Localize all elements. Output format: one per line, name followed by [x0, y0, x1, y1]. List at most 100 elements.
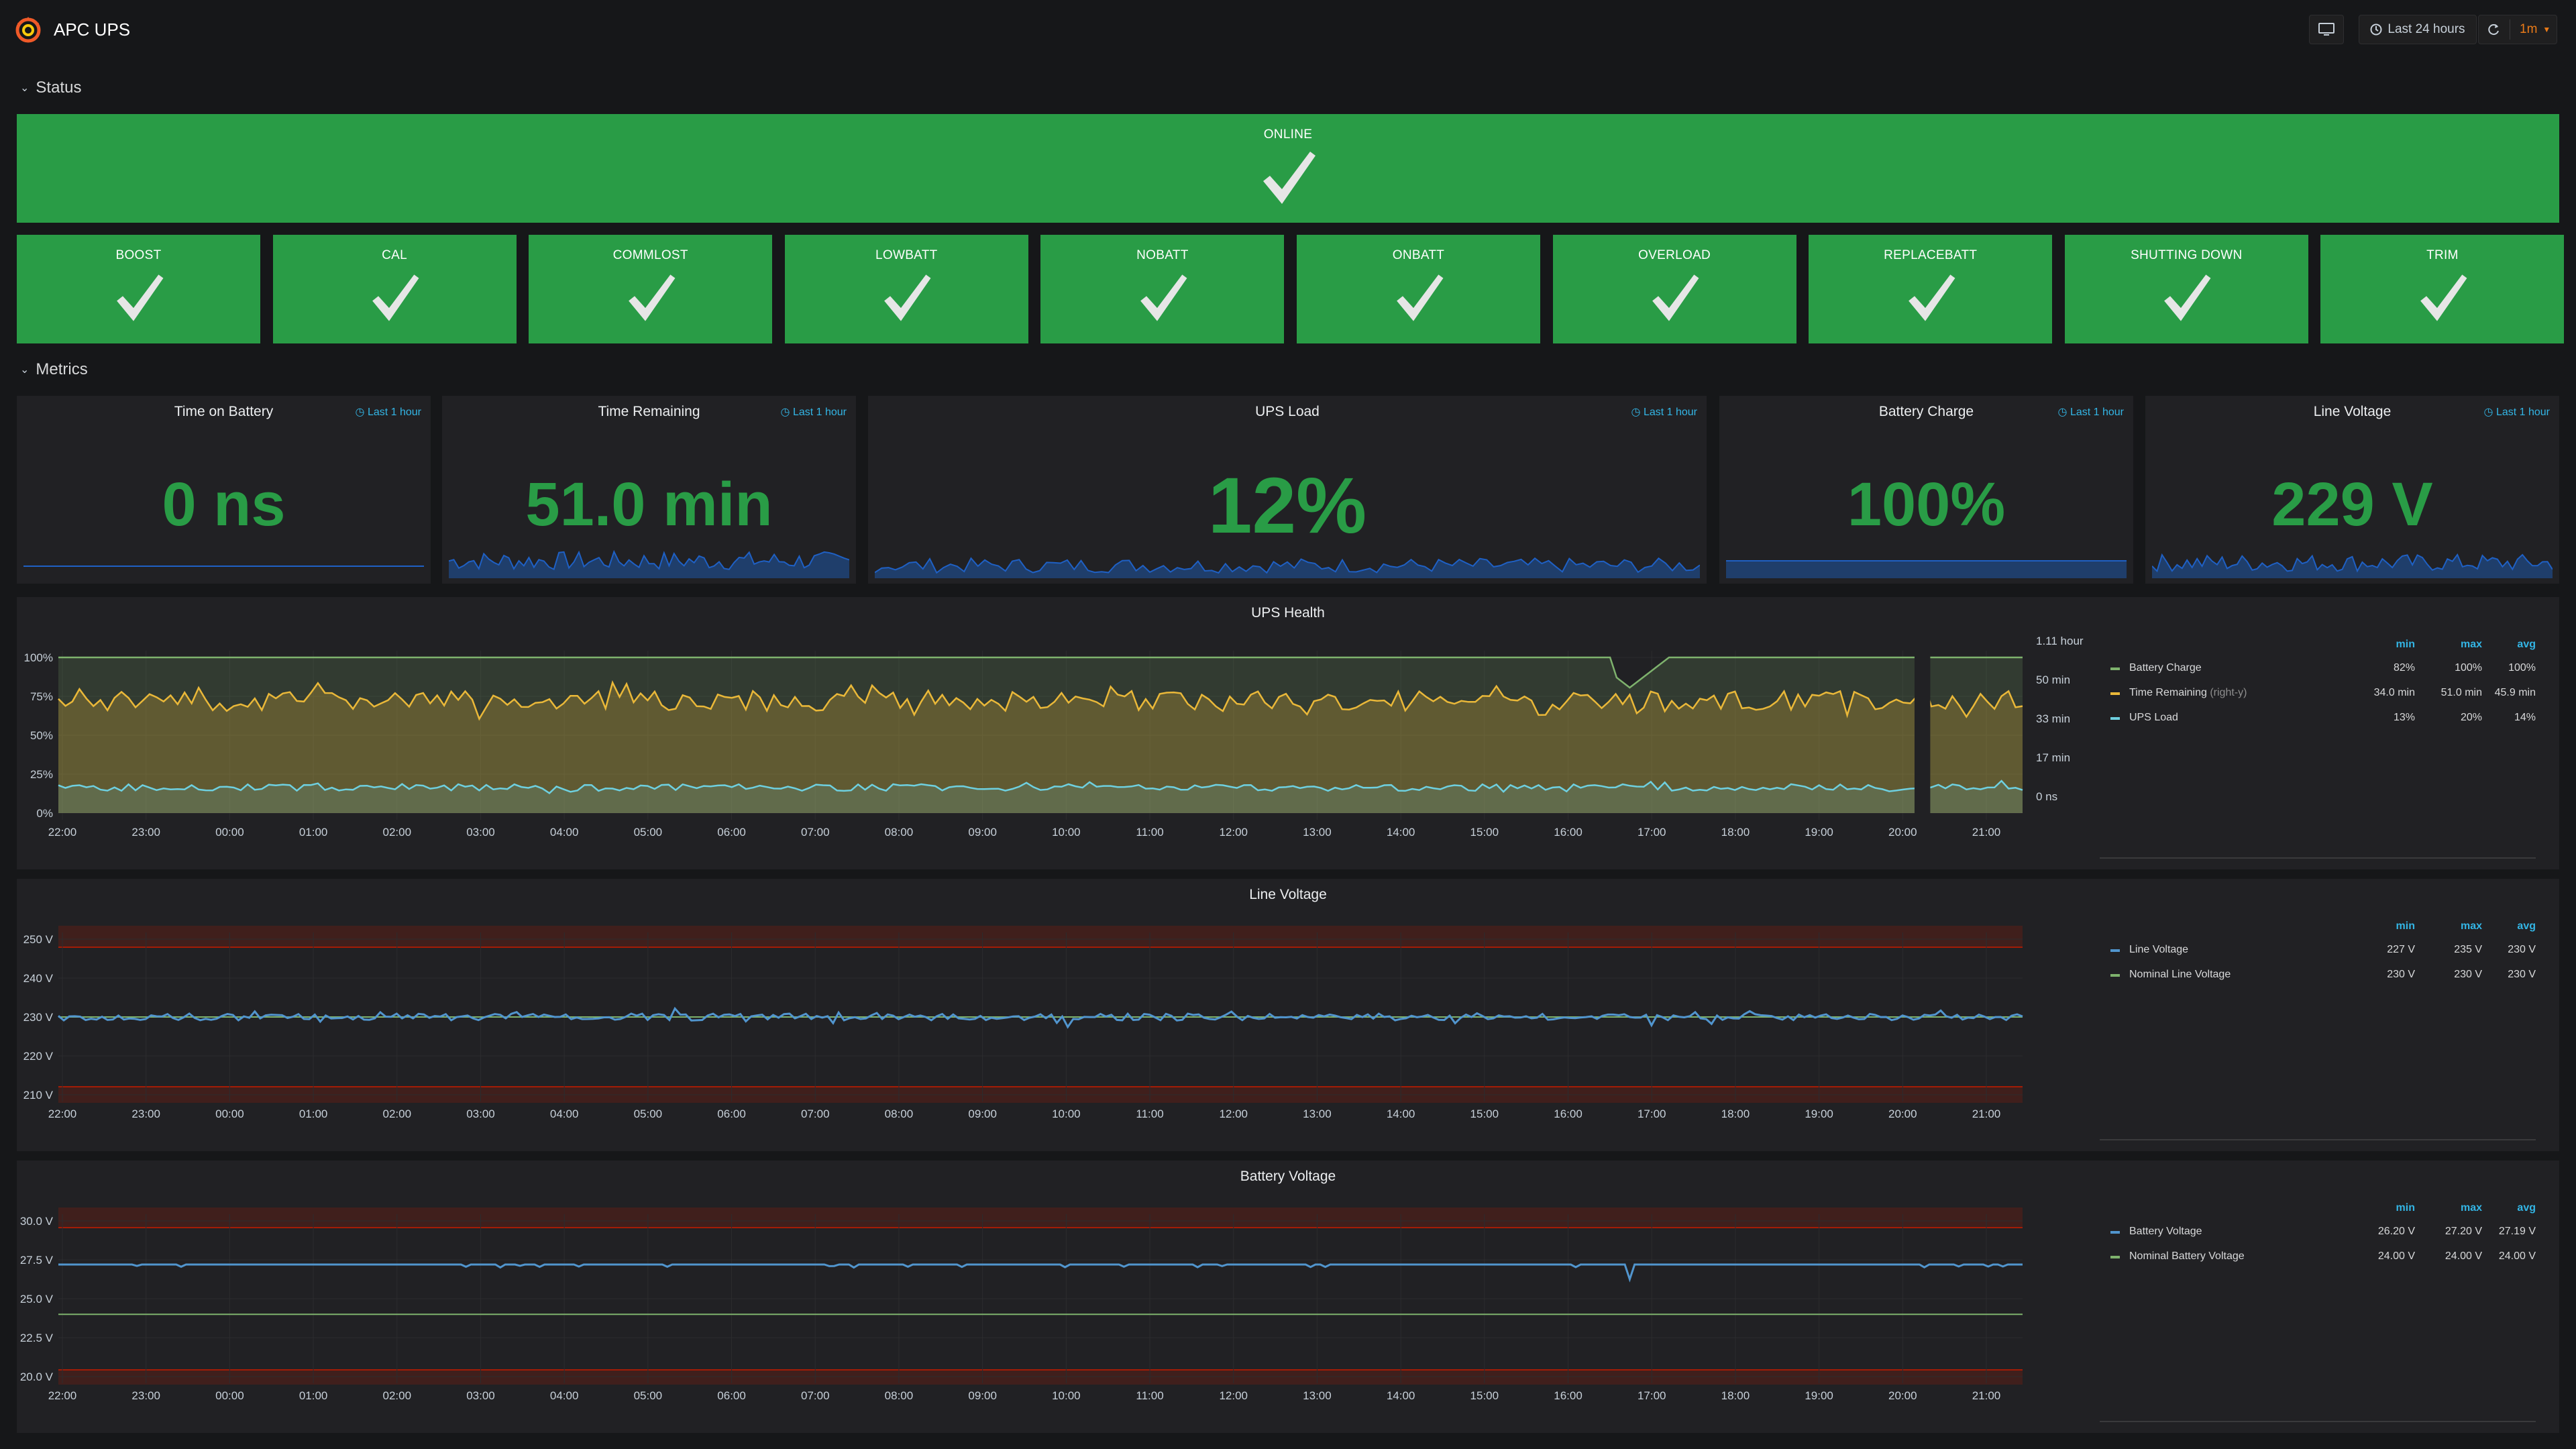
status-flag-boost[interactable]: BOOST [17, 235, 260, 343]
status-flag-overload[interactable]: OVERLOAD [1552, 235, 1796, 343]
check-icon [884, 274, 931, 321]
status-flag-nobatt[interactable]: NOBATT [1040, 235, 1285, 343]
x-tick-label: 12:00 [1219, 826, 1248, 839]
series-name: Nominal Line Voltage [2129, 969, 2231, 980]
graph-battery-voltage[interactable]: Battery Voltage 22:00 23:00 00:00 01:00 02:0… [17, 1161, 2559, 1433]
clock-icon: ◷ [1631, 407, 1644, 418]
legend-item-nominal-battery-voltage[interactable]: Nominal Battery Voltage 24.00 V 24.00 V … [2100, 1244, 2536, 1269]
x-tick-label: 12:00 [1219, 1108, 1248, 1120]
chevron-down-icon: ⌄ [20, 83, 30, 94]
y-tick-label: 0% [36, 807, 53, 820]
battery-voltage-legend: min max avg Battery Voltage 26.20 V 27.2… [2100, 1202, 2536, 1424]
ups-health-chart: 22:00 23:00 00:00 01:00 02:00 03:00 04:00 05:00… [24, 635, 2084, 839]
x-tick-label: 00:00 [215, 1108, 244, 1120]
legend-item-nominal-line-voltage[interactable]: Nominal Line Voltage 230 V 230 V 230 V [2100, 963, 2536, 987]
status-flag-onbatt[interactable]: ONBATT [1297, 235, 1540, 343]
panel-time-info: ◷ Last 1 hour [780, 407, 847, 418]
battery-charge-area [58, 657, 2023, 813]
tv-mode-button[interactable] [2309, 15, 2344, 44]
check-icon [628, 274, 676, 321]
x-tick-label: 11:00 [1136, 1389, 1163, 1402]
y-right-tick-label: 0 ns [2036, 790, 2057, 803]
x-tick-label: 21:00 [1972, 1108, 2001, 1120]
row-status-title: Status [36, 78, 82, 97]
series-avg: 230 V [2508, 944, 2536, 955]
status-flag-lowbatt[interactable]: LOWBATT [784, 235, 1028, 343]
dashboard-title[interactable]: APC UPS [54, 19, 131, 40]
threshold-band-high [58, 926, 2023, 947]
status-flag-label: LOWBATT [875, 248, 938, 262]
legend-item-battery-voltage[interactable]: Battery Voltage 26.20 V 27.20 V 27.19 V [2100, 1220, 2536, 1244]
y-tick-label: 25.0 V [20, 1293, 54, 1305]
x-tick-label: 10:00 [1052, 826, 1081, 839]
legend-item-line-voltage[interactable]: Line Voltage 227 V 235 V 230 V [2100, 938, 2536, 962]
clock-icon: ◷ [780, 407, 793, 418]
y-tick-label: 100% [24, 651, 53, 664]
line-voltage-line [58, 1006, 2023, 1029]
legend-item-ups-load[interactable]: UPS Load 13% 20% 14% [2100, 706, 2536, 730]
panel-title: UPS Load [1255, 404, 1320, 419]
singlestat-value: 51.0 min [525, 470, 773, 539]
y-right-tick-label: 17 min [2036, 751, 2070, 764]
status-flag-commlost[interactable]: COMMLOST [529, 235, 773, 343]
series-min: 34.0 min [2373, 687, 2415, 698]
series-max: 27.20 V [2445, 1226, 2482, 1237]
legend-item-battery-charge[interactable]: Battery Charge 82% 100% 100% [2100, 656, 2536, 680]
status-flag-cal[interactable]: CAL [272, 235, 517, 343]
series-avg: 100% [2508, 662, 2536, 674]
grafana-logo-icon[interactable] [13, 15, 43, 44]
row-status-toggle[interactable]: ⌄ Status [20, 78, 81, 97]
x-tick-label: 01:00 [299, 1389, 328, 1402]
ups-health-legend: min max avg Battery Charge 82% 100% 100%… [2100, 639, 2536, 860]
refresh-picker-button[interactable]: 1m ▼ [2478, 15, 2557, 44]
time-picker-button[interactable]: Last 24 hours [2359, 15, 2477, 44]
legend-header-max: max [2460, 920, 2482, 932]
x-tick-label: 20:00 [1888, 1389, 1917, 1402]
x-tick-label: 23:00 [131, 826, 160, 839]
y-tick-label: 22.5 V [20, 1332, 54, 1344]
x-tick-label: 05:00 [634, 1108, 663, 1120]
status-flag-trim[interactable]: TRIM [2320, 235, 2565, 343]
y-tick-label: 27.5 V [20, 1254, 54, 1267]
series-name: Nominal Battery Voltage [2129, 1250, 2245, 1262]
caret-down-icon: ▼ [2542, 25, 2551, 34]
check-icon [372, 274, 419, 321]
series-avg: 230 V [2508, 969, 2536, 980]
series-swatch [2110, 949, 2120, 952]
check-icon [1396, 274, 1443, 321]
y-right-tick-label: 1.11 hour [2036, 635, 2084, 647]
status-flag-shutting-down[interactable]: SHUTTING DOWN [2064, 235, 2308, 343]
singlestat-line-voltage[interactable]: Line Voltage ◷ Last 1 hour 229 V [2145, 396, 2559, 584]
status-online-panel[interactable]: ONLINE [17, 114, 2559, 223]
x-tick-label: 16:00 [1554, 1108, 1582, 1120]
x-tick-label: 03:00 [466, 1389, 495, 1402]
singlestat-time-remaining[interactable]: Time Remaining ◷ Last 1 hour 51.0 min [442, 396, 856, 584]
graph-line-voltage[interactable]: Line Voltage 22:00 23:00 00:00 01:00 02:00 03… [17, 879, 2559, 1151]
singlestat-value: 100% [1847, 470, 2006, 539]
x-tick-label: 21:00 [1972, 1389, 2001, 1402]
status-flag-replacebatt[interactable]: REPLACEBATT [1809, 235, 2053, 343]
x-tick-label: 09:00 [968, 1108, 997, 1120]
legend-header-max: max [2460, 639, 2482, 650]
y-tick-label: 30.0 V [20, 1215, 54, 1228]
battery-voltage-chart: 22:00 23:00 00:00 01:00 02:00 03:00 04:00 05:00… [20, 1208, 2023, 1402]
x-tick-label: 22:00 [48, 1108, 77, 1120]
series-avg: 27.19 V [2498, 1226, 2536, 1237]
legend-header-avg: avg [2517, 920, 2536, 932]
x-tick-label: 13:00 [1303, 1389, 1332, 1402]
legend-scroll-line [2100, 1139, 2536, 1140]
row-metrics-toggle[interactable]: ⌄ Metrics [20, 360, 88, 379]
singlestat-battery-charge[interactable]: Battery Charge ◷ Last 1 hour 100% [1719, 396, 2133, 584]
singlestat-ups-load[interactable]: UPS Load ◷ Last 1 hour 12% [868, 396, 1707, 584]
check-icon [116, 274, 163, 321]
panel-title: Line Voltage [2313, 404, 2392, 419]
singlestat-time-on-battery[interactable]: Time on Battery ◷ Last 1 hour 0 ns [17, 396, 431, 584]
y-right-tick-label: 33 min [2036, 712, 2070, 725]
line-voltage-chart: 22:00 23:00 00:00 01:00 02:00 03:00 04:00 05:00… [23, 926, 2023, 1120]
graph-ups-health[interactable]: UPS Health 22:00 23:00 00:00 01:00 02:00 03:0… [17, 597, 2559, 869]
x-tick-label: 22:00 [48, 1389, 77, 1402]
series-swatch [2110, 692, 2120, 695]
x-tick-label: 05:00 [634, 1389, 663, 1402]
legend-item-time-remaining[interactable]: Time Remaining (right-y) 34.0 min 51.0 m… [2100, 681, 2536, 705]
x-tick-label: 21:00 [1972, 826, 2001, 839]
